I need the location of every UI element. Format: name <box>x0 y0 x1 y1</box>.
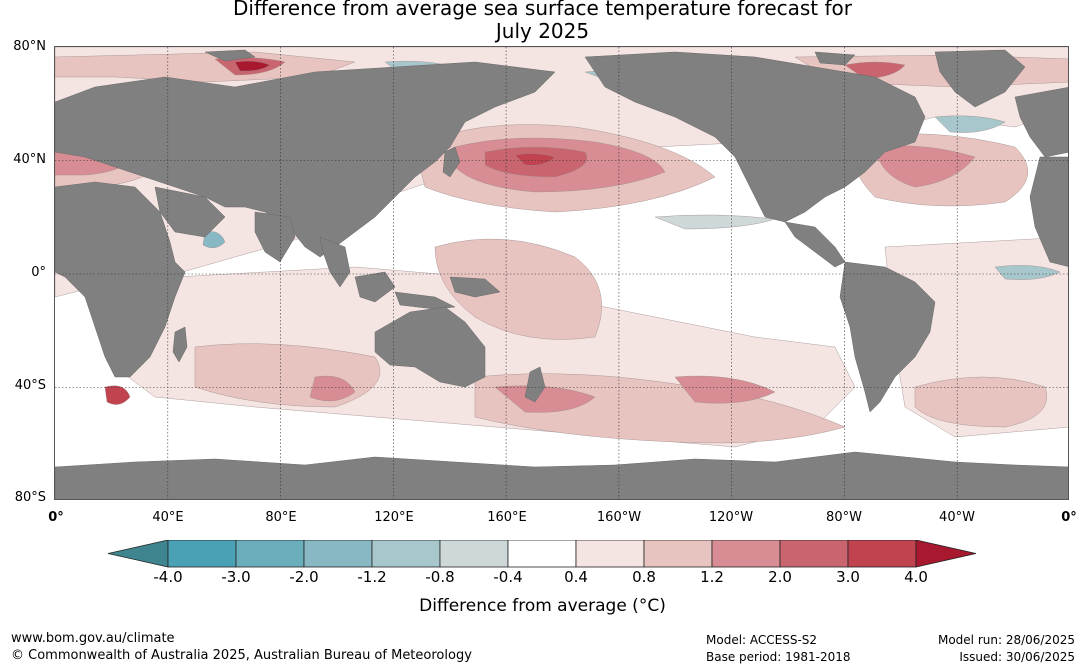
footer-copyright: © Commonwealth of Australia 2025, Austra… <box>11 648 472 663</box>
colorbar-tick: 3.0 <box>836 568 860 586</box>
colorbar-extend-high <box>915 540 977 568</box>
colorbar-label: Difference from average (°C) <box>0 596 1085 616</box>
lon-label-0-left: 0° <box>48 510 64 525</box>
lon-label-0-right: 0° <box>1061 510 1077 525</box>
map-gridlines <box>55 47 1068 499</box>
lon-label-40w: 40°W <box>939 510 975 525</box>
colorbar-tick: -0.4 <box>493 568 523 586</box>
colorbar-bin-7 <box>575 540 645 568</box>
colorbar-bin-8 <box>643 540 713 568</box>
colorbar-bin-3 <box>303 540 373 568</box>
colorbar-tick: -0.8 <box>425 568 455 586</box>
lon-label-120e: 120°E <box>374 510 414 525</box>
lon-label-40e: 40°E <box>152 510 184 525</box>
colorbar-extend-low <box>108 540 169 568</box>
lat-label-80s: 80°S <box>14 490 46 505</box>
sst-anomaly-map <box>55 47 1068 499</box>
lon-label-160e: 160°E <box>487 510 527 525</box>
colorbar-bin-1 <box>167 540 237 568</box>
lat-label-0: 0° <box>31 265 46 280</box>
colorbar <box>108 540 977 568</box>
lon-label-120w: 120°W <box>708 510 754 525</box>
footer-issued: Issued: 30/06/2025 <box>959 650 1075 664</box>
colorbar-tick: -4.0 <box>153 568 183 586</box>
colorbar-tick: -2.0 <box>289 568 319 586</box>
lat-label-80n: 80°N <box>13 39 46 54</box>
lon-label-160w: 160°W <box>596 510 642 525</box>
footer-model-run: Model run: 28/06/2025 <box>937 633 1075 647</box>
map-area <box>54 46 1069 500</box>
colorbar-bin-9 <box>711 540 781 568</box>
colorbar-label-text: Difference from average ( <box>419 596 639 616</box>
colorbar-tick: 0.8 <box>632 568 656 586</box>
colorbar-bin-4 <box>371 540 441 568</box>
lat-label-40n: 40°N <box>13 152 46 167</box>
colorbar-label-close: ) <box>659 596 666 616</box>
colorbar-bin-5 <box>439 540 509 568</box>
lon-label-80w: 80°W <box>826 510 862 525</box>
footer-website: www.bom.gov.au/climate <box>11 631 175 646</box>
colorbar-tick: 0.4 <box>564 568 588 586</box>
footer-model: Model: ACCESS-S2 <box>706 633 818 647</box>
colorbar-tick: 2.0 <box>768 568 792 586</box>
colorbar-tick: -1.2 <box>357 568 387 586</box>
colorbar-bin-11 <box>847 540 917 568</box>
colorbar-tick: -3.0 <box>221 568 251 586</box>
land-masses <box>55 49 1068 499</box>
lon-label-80e: 80°E <box>265 510 297 525</box>
colorbar-tick: 1.2 <box>700 568 724 586</box>
footer-base-period: Base period: 1981-2018 <box>706 650 851 664</box>
title-line-2: July 2025 <box>495 19 590 43</box>
colorbar-bin-6 <box>507 540 577 568</box>
map-title: Difference from average sea surface temp… <box>0 0 1085 43</box>
colorbar-bin-2 <box>235 540 305 568</box>
colorbar-label-unit: °C <box>638 596 660 616</box>
colorbar-tick: 4.0 <box>904 568 928 586</box>
title-line-1: Difference from average sea surface temp… <box>232 0 852 20</box>
colorbar-bin-10 <box>779 540 849 568</box>
lat-label-40s: 40°S <box>14 378 46 393</box>
